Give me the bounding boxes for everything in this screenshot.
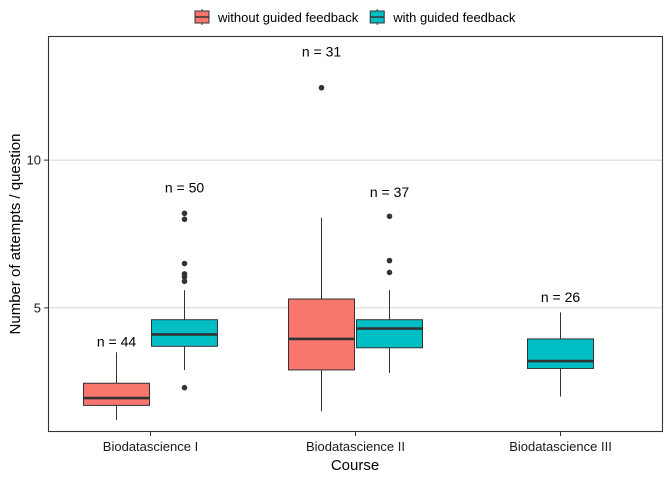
box [527, 338, 594, 369]
box [83, 382, 150, 406]
outlier-point [386, 257, 393, 264]
legend-label: with guided feedback [392, 10, 516, 25]
outlier-point [386, 269, 393, 276]
box [151, 319, 218, 347]
outlier-point [181, 384, 188, 391]
y-axis: 5 10 [27, 153, 48, 315]
x-tick-label: Biodatascience III [509, 439, 612, 454]
legend-item: without guided feedback [194, 9, 359, 25]
outlier-point [386, 213, 393, 220]
box [356, 319, 423, 349]
sample-size-label: n = 26 [541, 289, 581, 305]
legend-label: without guided feedback [217, 10, 359, 25]
sample-size-label: n = 44 [97, 333, 137, 349]
annotations: n = 44 n = 50 n = 31 n = 37 n = 26 [97, 44, 581, 350]
box-group [356, 213, 423, 373]
box-group [288, 84, 355, 412]
x-tick-label: Biodatascience II [306, 439, 405, 454]
boxes [83, 84, 594, 421]
outlier-point [181, 216, 188, 223]
y-axis-title: Number of attempts / question [7, 134, 24, 335]
legend-item: with guided feedback [369, 9, 516, 25]
box-group [151, 210, 218, 391]
box-group [527, 312, 594, 397]
legend: without guided feedback with guided feedb… [194, 9, 516, 25]
plot-panel-border [47, 35, 664, 433]
y-tick-label: 10 [27, 153, 41, 168]
outlier-point [181, 278, 188, 285]
outlier-point [181, 260, 188, 267]
outlier-point [181, 210, 188, 217]
x-tick-label: Biodatascience I [103, 439, 198, 454]
sample-size-label: n = 31 [302, 44, 342, 60]
y-tick-label: 5 [34, 300, 41, 315]
x-axis: Biodatascience I Biodatascience II Biodata… [103, 432, 612, 454]
box-group [83, 352, 150, 421]
outlier-point [181, 271, 188, 277]
x-axis-title: Course [331, 457, 379, 474]
sample-size-label: n = 50 [165, 180, 205, 196]
outlier-point [318, 84, 325, 91]
gridlines [48, 159, 663, 309]
sample-size-label: n = 37 [370, 184, 410, 200]
box [288, 298, 355, 371]
